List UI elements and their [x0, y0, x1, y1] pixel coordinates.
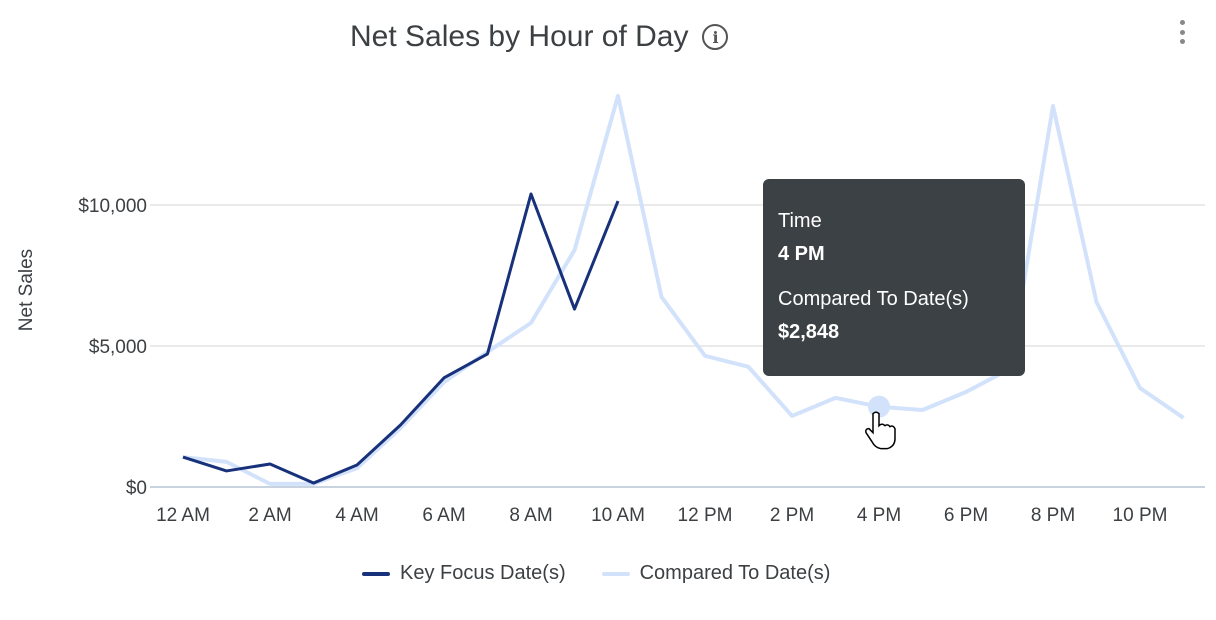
- legend-label: Compared To Date(s): [639, 562, 831, 584]
- x-tick-label: 8 PM: [1031, 505, 1075, 526]
- tooltip-value-series: $2,848: [778, 321, 840, 343]
- y-tick-label: $10,000: [78, 196, 147, 217]
- x-tick-label: 4 PM: [857, 505, 901, 526]
- hand-shape: [865, 411, 896, 450]
- x-tick-label: 4 AM: [335, 505, 378, 526]
- x-tick-label: 2 AM: [248, 505, 291, 526]
- tooltip: Time 4 PM Compared To Date(s) $2,848: [763, 179, 1025, 376]
- highlighted-point: [868, 395, 890, 418]
- legend-item-key-focus[interactable]: Key Focus Date(s): [362, 562, 566, 585]
- legend: Key Focus Date(s) Compared To Date(s): [362, 562, 830, 585]
- x-tick-label: 8 AM: [509, 505, 552, 526]
- tooltip-label-series: Compared To Date(s): [778, 288, 969, 310]
- legend-swatch: [362, 571, 390, 576]
- tooltip-value-time: 4 PM: [778, 243, 825, 265]
- x-tick-label: 2 PM: [770, 505, 814, 526]
- x-tick-label: 10 PM: [1113, 505, 1168, 526]
- chart-title-text: Net Sales by Hour of Day: [350, 20, 689, 53]
- x-tick-label: 6 AM: [422, 505, 465, 526]
- series-line-compared: [182, 93, 1185, 486]
- chart-title: Net Sales by Hour of Day i: [350, 20, 729, 54]
- legend-item-compared[interactable]: Compared To Date(s): [601, 562, 831, 585]
- hand-pointer-icon: [865, 411, 896, 450]
- more-vertical-icon[interactable]: [1172, 20, 1192, 44]
- x-tick-label: 6 PM: [944, 505, 988, 526]
- series-line-key-focus: [182, 192, 620, 485]
- tooltip-label-time: Time: [778, 210, 822, 232]
- x-tick-label: 12 PM: [678, 505, 733, 526]
- y-axis-label: Net Sales: [16, 249, 37, 331]
- y-tick-label: $0: [126, 478, 147, 499]
- x-tick-label: 10 AM: [591, 505, 645, 526]
- y-tick-label: $5,000: [89, 337, 147, 358]
- legend-label: Key Focus Date(s): [400, 562, 566, 584]
- legend-swatch: [601, 571, 630, 576]
- x-tick-label: 12 AM: [156, 505, 210, 526]
- info-circle-icon[interactable]: i: [702, 24, 729, 50]
